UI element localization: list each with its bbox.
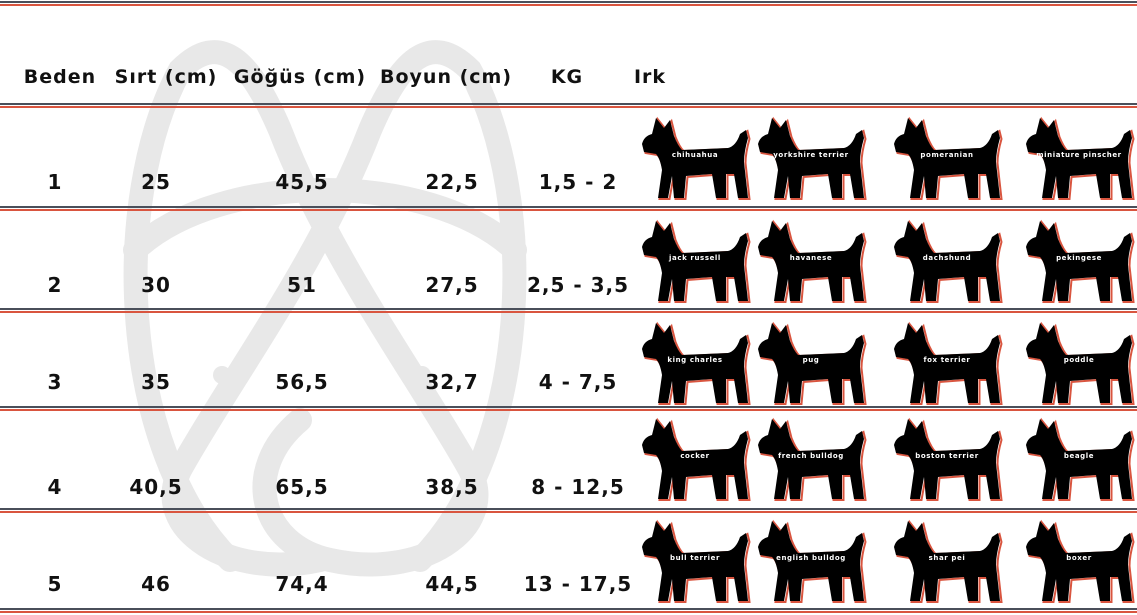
- breed-item: yorkshire terrier: [752, 112, 870, 204]
- cell-kg: 2,5 - 3,5: [526, 273, 630, 297]
- header-kg: KG: [550, 66, 584, 88]
- breed-label: french bulldog: [778, 451, 844, 460]
- breed-label: boston terrier: [915, 451, 979, 460]
- breed-label: miniature pinscher: [1036, 150, 1122, 159]
- breed-label: jack russell: [669, 253, 721, 262]
- cell-boyun: 38,5: [425, 475, 479, 499]
- cell-kg: 8 - 12,5: [531, 475, 625, 499]
- breed-label: pomeranian: [920, 150, 974, 159]
- cell-kg: 1,5 - 2: [538, 170, 618, 194]
- breed-label: pekingese: [1056, 253, 1102, 262]
- divider: [0, 608, 1137, 613]
- breed-item: pekingese: [1020, 215, 1137, 307]
- cell-kg: 4 - 7,5: [538, 370, 618, 394]
- breed-label: cocker: [680, 451, 710, 460]
- breed-item: beagle: [1020, 413, 1137, 505]
- divider: [0, 308, 1137, 313]
- cell-gogus: 51: [287, 273, 317, 297]
- breed-item: pomeranian: [888, 112, 1006, 204]
- breed-item: french bulldog: [752, 413, 870, 505]
- divider: [0, 406, 1137, 411]
- breed-label: bull terrier: [669, 553, 721, 562]
- header-gogus: Göğüs (cm): [233, 66, 367, 88]
- header-sirt: Sırt (cm): [114, 66, 218, 88]
- divider: [0, 508, 1137, 513]
- cell-sirt: 40,5: [129, 475, 183, 499]
- cell-beden: 1: [47, 170, 63, 194]
- cell-beden: 2: [47, 273, 63, 297]
- breed-item: fox terrier: [888, 317, 1006, 409]
- breed-label: chihuahua: [671, 150, 719, 159]
- breed-item: chihuahua: [636, 112, 754, 204]
- breed-label: beagle: [1063, 451, 1095, 460]
- cell-sirt: 35: [141, 370, 171, 394]
- breed-item: pug: [752, 317, 870, 409]
- breed-item: jack russell: [636, 215, 754, 307]
- cell-sirt: 25: [141, 170, 171, 194]
- divider: [0, 1, 1137, 6]
- cell-beden: 5: [47, 572, 63, 596]
- breed-label: poddle: [1063, 355, 1095, 364]
- breed-label: king charles: [667, 355, 723, 364]
- breed-item: king charles: [636, 317, 754, 409]
- breed-label: fox terrier: [923, 355, 971, 364]
- breed-label: dachshund: [922, 253, 972, 262]
- breed-label: english bulldog: [776, 553, 846, 562]
- cell-sirt: 30: [141, 273, 171, 297]
- breed-label: havanese: [789, 253, 833, 262]
- cell-beden: 3: [47, 370, 63, 394]
- breed-item: miniature pinscher: [1020, 112, 1137, 204]
- cell-sirt: 46: [141, 572, 171, 596]
- breed-item: boxer: [1020, 515, 1137, 607]
- cell-beden: 4: [47, 475, 63, 499]
- breed-item: shar pei: [888, 515, 1006, 607]
- cell-boyun: 44,5: [425, 572, 479, 596]
- breed-label: shar pei: [928, 553, 966, 562]
- cell-kg: 13 - 17,5: [523, 572, 633, 596]
- breed-item: english bulldog: [752, 515, 870, 607]
- breed-label: yorkshire terrier: [773, 150, 849, 159]
- breed-label: boxer: [1066, 553, 1092, 562]
- cell-boyun: 32,7: [425, 370, 479, 394]
- breed-item: dachshund: [888, 215, 1006, 307]
- header-boyun: Boyun (cm): [379, 66, 513, 88]
- header-beden: Beden: [23, 66, 97, 88]
- breed-item: cocker: [636, 413, 754, 505]
- cell-gogus: 65,5: [275, 475, 329, 499]
- cell-boyun: 22,5: [425, 170, 479, 194]
- divider: [0, 103, 1137, 108]
- cell-gogus: 45,5: [275, 170, 329, 194]
- cell-boyun: 27,5: [425, 273, 479, 297]
- cell-gogus: 56,5: [275, 370, 329, 394]
- cell-gogus: 74,4: [275, 572, 329, 596]
- breed-item: havanese: [752, 215, 870, 307]
- breed-item: bull terrier: [636, 515, 754, 607]
- header-irk: Irk: [633, 66, 667, 88]
- divider: [0, 206, 1137, 211]
- breed-item: boston terrier: [888, 413, 1006, 505]
- breed-item: poddle: [1020, 317, 1137, 409]
- breed-label: pug: [802, 355, 820, 364]
